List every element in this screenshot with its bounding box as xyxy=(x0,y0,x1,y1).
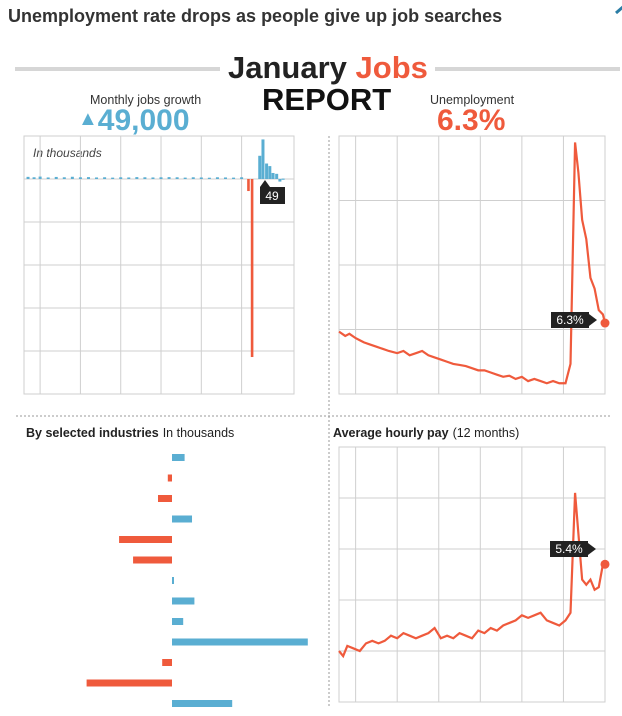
jobs-bar xyxy=(46,177,50,179)
up-arrow-icon: ▲ xyxy=(78,108,98,130)
report-title: January Jobs xyxy=(228,50,428,86)
monthly-jobs-subtitle: In thousands xyxy=(33,146,102,160)
unemployment-chart: 6.3% xyxy=(338,135,610,395)
jobs-bar xyxy=(199,177,203,179)
title-part1: January xyxy=(228,50,356,85)
jobs-bar xyxy=(38,176,42,179)
industry-bar xyxy=(167,474,172,482)
hourly-pay-endpoint xyxy=(600,559,610,569)
industry-bar xyxy=(158,495,172,502)
unemployment-callout: 6.3% xyxy=(551,312,597,328)
jobs-bar xyxy=(86,177,90,179)
jobs-bar xyxy=(278,179,282,182)
jobs-bar xyxy=(103,177,107,179)
jobs-bar xyxy=(232,177,236,179)
monthly-jobs-callout-label: 49 xyxy=(265,189,279,203)
jobs-bar xyxy=(271,172,275,179)
jobs-bar xyxy=(275,173,279,179)
unemployment-endpoint xyxy=(600,318,610,328)
jobs-bar xyxy=(247,179,250,192)
industries-title-text: By selected industries xyxy=(26,426,159,440)
corner-chevron-icon xyxy=(615,5,622,14)
report-title-banner: January Jobs xyxy=(0,48,622,86)
jobs-bar xyxy=(119,177,123,179)
jobs-kpi-value: ▲49,000 xyxy=(78,104,190,138)
jobs-bar xyxy=(223,177,227,179)
headline: Unemployment rate drops as people give u… xyxy=(8,6,503,26)
unemployment-line xyxy=(338,142,607,385)
jobs-bar xyxy=(281,178,285,180)
title-rule-right xyxy=(435,67,620,71)
unemployment-callout-label: 6.3% xyxy=(556,313,584,327)
jobs-bar xyxy=(32,177,36,179)
jobs-bar xyxy=(250,179,254,358)
jobs-bar xyxy=(78,177,82,179)
jobs-bar xyxy=(265,163,269,179)
monthly-jobs-callout: 49 xyxy=(260,180,285,204)
report-subtitle: REPORT xyxy=(262,82,392,117)
jobs-bar xyxy=(191,177,195,179)
jobs-bar xyxy=(268,166,272,179)
industry-bar xyxy=(172,638,308,646)
jobs-bar xyxy=(127,177,131,179)
jobs-bar xyxy=(70,176,74,179)
jobs-kpi-label: Monthly jobs growth xyxy=(90,93,202,107)
jobs-bar xyxy=(62,177,66,179)
jobs-kpi-number: 49,000 xyxy=(97,104,190,137)
title-rule-left xyxy=(15,67,220,71)
callout-box xyxy=(550,541,588,557)
jobs-bar xyxy=(135,177,139,179)
callout-pointer xyxy=(588,543,596,555)
industry-bar xyxy=(172,515,193,523)
jobs-bar xyxy=(183,177,187,179)
jobs-bar xyxy=(215,177,219,179)
hourly-pay-chart: Average hourly pay (12 months) 5.4% xyxy=(333,426,610,703)
jobs-bar xyxy=(151,177,155,179)
monthly-jobs-chart: In thousands 49 xyxy=(23,135,295,395)
unemployment-kpi-value: 6.3% xyxy=(437,104,506,137)
hourly-pay-callout: 5.4% xyxy=(550,541,596,557)
jobs-bar xyxy=(258,155,262,179)
hourly-pay-title: Average hourly pay (12 months) xyxy=(333,426,519,440)
industry-bar xyxy=(86,679,172,687)
industries-subtitle: In thousands xyxy=(163,426,235,440)
industry-bar xyxy=(162,659,172,666)
industry-bar xyxy=(133,556,172,564)
industry-bar xyxy=(172,577,174,584)
jobs-bar xyxy=(159,177,163,179)
hourly-pay-title-text: Average hourly pay xyxy=(333,426,449,440)
callout-pointer xyxy=(589,314,597,326)
jobs-bar xyxy=(95,177,99,179)
jobs-bar xyxy=(26,176,30,179)
jobs-bar xyxy=(167,177,171,179)
industries-chart: By selected industries In thousands xyxy=(26,426,308,707)
jobs-bar xyxy=(111,177,115,179)
industry-bar xyxy=(172,700,233,707)
jobs-bar xyxy=(207,177,211,179)
hourly-pay-subtitle: (12 months) xyxy=(453,426,520,440)
jobs-bar xyxy=(54,176,58,179)
industry-bar xyxy=(119,536,172,543)
callout-box xyxy=(260,187,285,204)
hourly-pay-line xyxy=(338,492,605,659)
jobs-bar xyxy=(240,177,244,179)
jobs-bar xyxy=(261,139,265,179)
jobs-bar xyxy=(175,177,179,179)
industry-bar xyxy=(172,597,195,605)
title-part2: Jobs xyxy=(355,50,428,85)
industries-title: By selected industries In thousands xyxy=(26,426,234,440)
industry-bar xyxy=(172,454,185,461)
callout-box xyxy=(551,312,589,328)
callout-pointer xyxy=(260,180,270,187)
hourly-pay-frame xyxy=(338,446,606,703)
industry-bar xyxy=(172,618,184,625)
jobs-bar xyxy=(143,177,147,179)
unemployment-kpi-label: Unemployment xyxy=(430,93,515,107)
hourly-pay-callout-label: 5.4% xyxy=(555,542,583,556)
